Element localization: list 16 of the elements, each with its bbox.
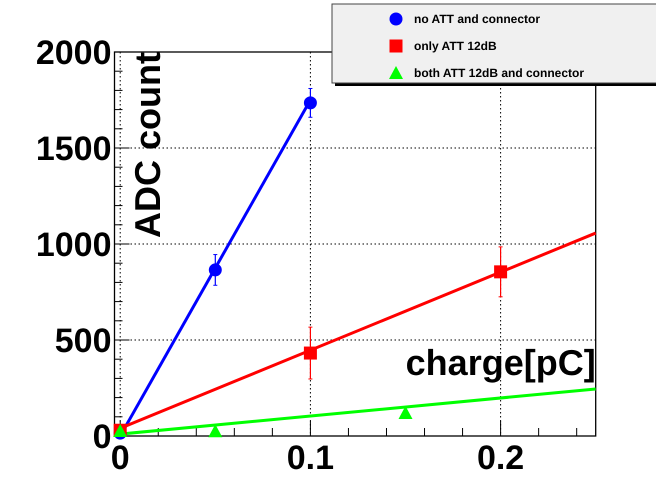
y-tick-label: 1500	[36, 130, 112, 168]
point	[208, 263, 222, 276]
x-axis-title: charge[pC]	[406, 342, 596, 383]
x-tick-label: 0.2	[476, 439, 524, 477]
x-tick-label: 0.1	[286, 439, 334, 477]
legend-label: no ATT and connector	[414, 12, 540, 26]
y-tick-label: 2000	[36, 34, 112, 72]
legend-label: both ATT 12dB and connector	[414, 66, 584, 80]
y-tick-label: 1000	[36, 226, 112, 264]
y-axis-title: ADC count	[127, 52, 168, 238]
y-tick-label: 500	[54, 322, 112, 360]
point	[494, 265, 508, 278]
point	[304, 96, 317, 110]
point	[304, 346, 317, 360]
legend-label: only ATT 12dB	[414, 39, 498, 54]
point	[208, 424, 222, 438]
